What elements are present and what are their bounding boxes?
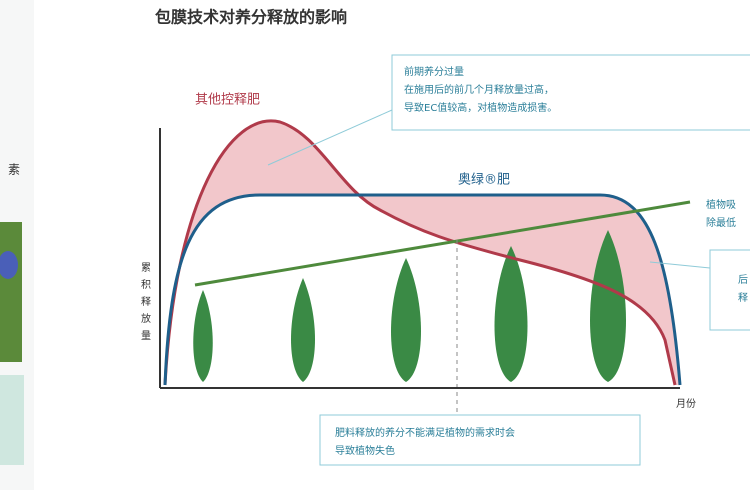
other-curve <box>163 119 677 386</box>
side-text: 素 <box>8 163 20 177</box>
callout-text: 除最低 <box>706 216 736 229</box>
callout-text: 释 <box>738 291 748 304</box>
side-image <box>0 222 22 362</box>
y-label: 放 <box>141 312 151 325</box>
x-label: 月份 <box>676 398 696 410</box>
callout-box <box>709 249 750 331</box>
callout-box <box>391 54 750 131</box>
callout-text: 在施用后的前几个月释放量过高， <box>404 83 554 96</box>
title: 包膜技术对养分释放的影响 <box>155 8 347 27</box>
y-label: 释 <box>141 295 151 308</box>
callout-text: 导致EC值较高，对植物造成损害。 <box>404 101 557 114</box>
side-image-flower <box>0 251 18 279</box>
callout-text: 导致植物失色 <box>335 444 395 457</box>
callout-text: 前期养分过量 <box>404 65 464 78</box>
osmocote-label: 奥绿®肥 <box>458 173 510 188</box>
callout-text: 肥料释放的养分不能满足植物的需求时会 <box>335 426 515 439</box>
osmocote-curve <box>163 193 682 386</box>
callout-box <box>319 414 641 466</box>
callout-pointer <box>267 109 393 166</box>
y-label: 累 <box>141 262 151 274</box>
side-box <box>0 375 24 465</box>
difference-area <box>165 120 680 385</box>
y-label: 积 <box>141 279 151 291</box>
other-label: 其他控释肥 <box>195 93 260 108</box>
plant-demand-line <box>194 200 691 287</box>
y-label: 量 <box>141 330 151 342</box>
callout-text: 后 <box>738 274 748 286</box>
callout-pointer <box>649 261 711 269</box>
trees <box>193 230 626 382</box>
callout-text: 植物吸 <box>706 198 736 211</box>
